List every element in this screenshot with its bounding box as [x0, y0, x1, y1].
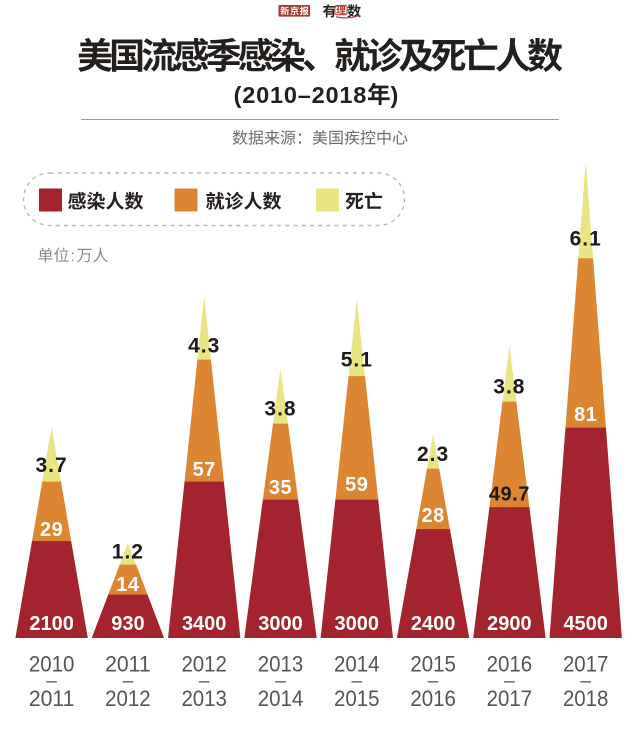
svg-text:–: –: [199, 671, 210, 692]
svg-text:–: –: [428, 671, 439, 692]
svg-text:–: –: [123, 671, 134, 692]
svg-text:2016: 2016: [410, 686, 456, 711]
svg-text:28: 28: [421, 505, 444, 527]
svg-text:2017: 2017: [487, 686, 533, 711]
svg-text:–: –: [46, 671, 57, 692]
svg-text:4.3: 4.3: [188, 335, 220, 358]
svg-text:3000: 3000: [258, 613, 303, 635]
svg-text:2010: 2010: [29, 652, 75, 677]
svg-text:2011: 2011: [29, 686, 75, 711]
svg-text:3.8: 3.8: [493, 376, 525, 399]
svg-text:(2010–2018: (2010–2018: [234, 82, 367, 108]
svg-text:2100: 2100: [29, 613, 74, 635]
svg-text:4500: 4500: [563, 613, 608, 635]
svg-text:59: 59: [345, 474, 368, 496]
svg-text:930: 930: [111, 613, 144, 635]
svg-text:1.2: 1.2: [112, 541, 144, 564]
svg-text:2011: 2011: [105, 652, 150, 677]
svg-text:2018: 2018: [563, 686, 609, 711]
svg-text:–: –: [275, 671, 286, 692]
svg-text:29: 29: [40, 519, 63, 541]
svg-text:–: –: [504, 671, 515, 692]
svg-text:2013: 2013: [181, 686, 227, 711]
svg-text:2016: 2016: [487, 652, 533, 677]
svg-text:35: 35: [269, 477, 292, 499]
svg-text:2014: 2014: [258, 686, 304, 711]
svg-text:): ): [391, 82, 399, 108]
svg-text:2015: 2015: [334, 686, 380, 711]
svg-text:14: 14: [116, 574, 140, 596]
svg-text:3400: 3400: [182, 613, 227, 635]
svg-text::: :: [71, 248, 75, 265]
svg-text:2012: 2012: [181, 652, 227, 677]
svg-text:3.8: 3.8: [264, 398, 296, 421]
svg-text:2.3: 2.3: [417, 443, 449, 466]
svg-text:–: –: [352, 671, 363, 692]
svg-text:5.1: 5.1: [341, 349, 373, 372]
svg-text:–: –: [580, 671, 591, 692]
svg-text:3.7: 3.7: [35, 454, 67, 477]
svg-text:57: 57: [193, 459, 216, 481]
svg-text:2900: 2900: [487, 613, 532, 635]
svg-text:81: 81: [574, 404, 597, 426]
svg-text:6.1: 6.1: [570, 228, 602, 251]
svg-text:2014: 2014: [334, 652, 380, 677]
svg-text:49.7: 49.7: [489, 484, 530, 506]
svg-text:2400: 2400: [411, 613, 456, 635]
svg-text:2012: 2012: [105, 686, 150, 711]
svg-text:2017: 2017: [563, 652, 609, 677]
svg-text:3000: 3000: [335, 613, 380, 635]
svg-text:2013: 2013: [258, 652, 304, 677]
svg-text:2015: 2015: [410, 652, 456, 677]
